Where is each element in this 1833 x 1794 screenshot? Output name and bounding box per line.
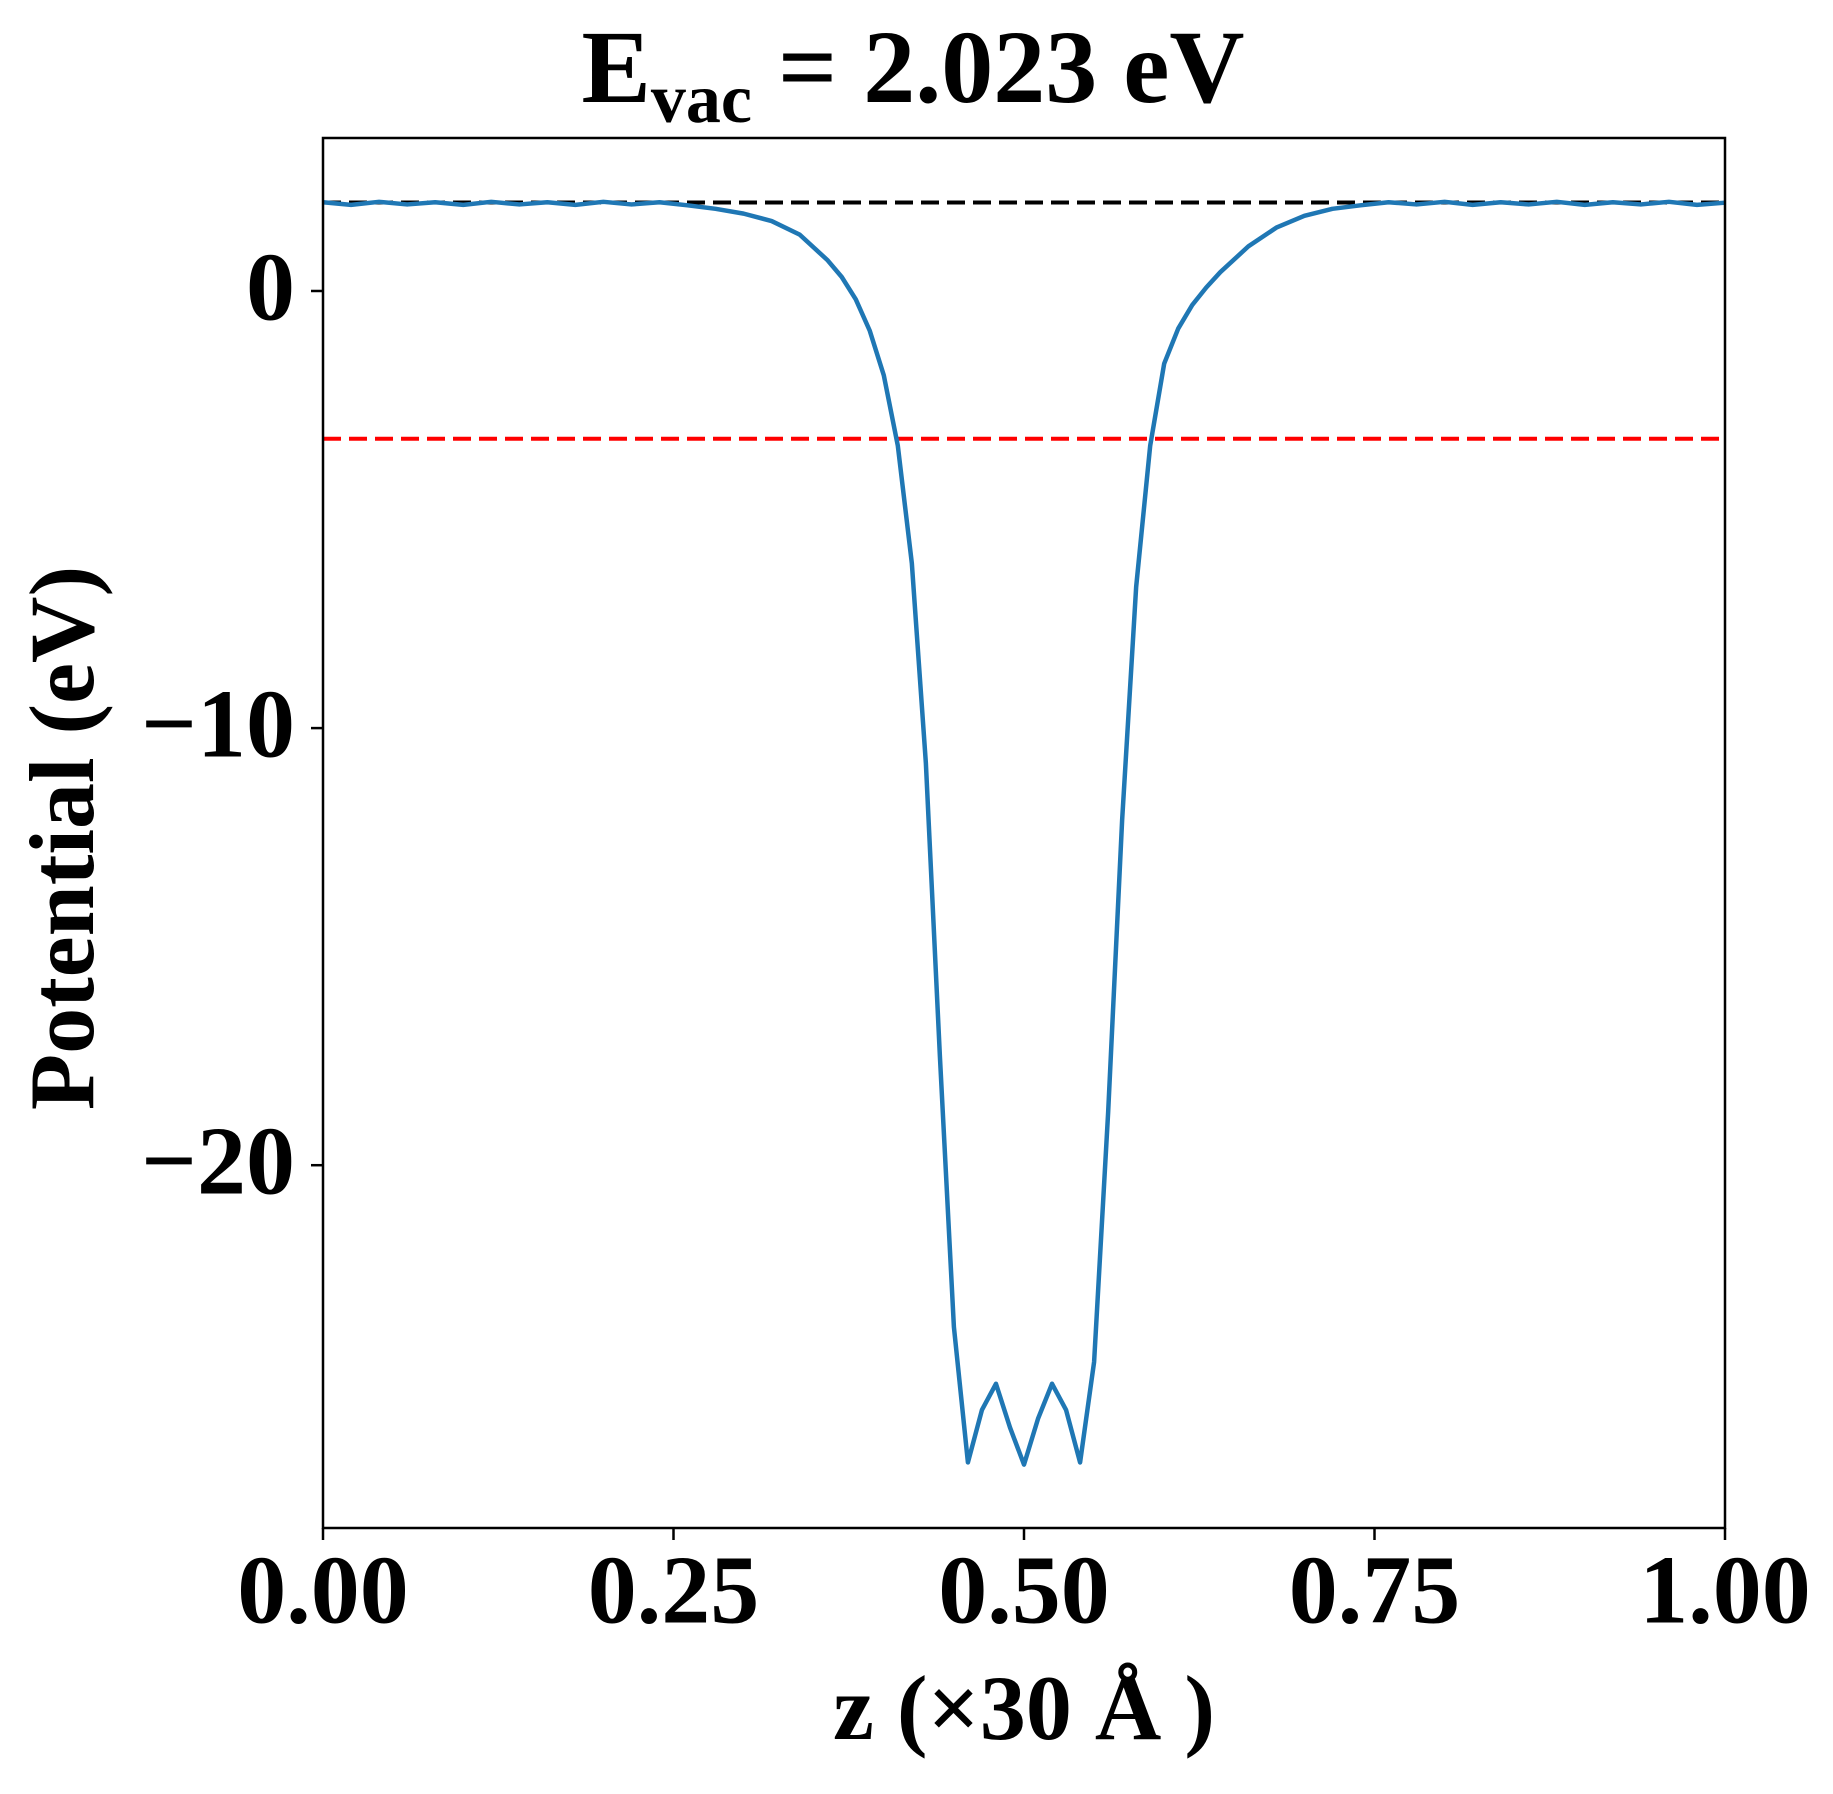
x-axis-label: z (×30 Å ) (833, 1657, 1215, 1759)
x-tick-label: 0.75 (1289, 1536, 1461, 1644)
x-tick-label: 0.25 (588, 1536, 760, 1644)
title-subscript: vac (651, 61, 752, 138)
x-tick-label: 1.00 (1639, 1536, 1811, 1644)
y-axis-label: Potential (eV) (11, 566, 113, 1110)
data-line (322, 199, 1726, 1467)
title-rest: = 2.023 eV (752, 10, 1245, 125)
x-tick-label: 0.00 (237, 1536, 409, 1644)
chart-title: Evac = 2.023 eV (582, 10, 1245, 138)
plot-frame (321, 136, 1727, 1530)
y-tick-label: −20 (141, 1108, 295, 1216)
y-tick-label: 0 (246, 233, 295, 341)
x-tick-label: 0.50 (938, 1536, 1110, 1644)
title-main: E (582, 10, 651, 125)
y-tick-label: −10 (141, 671, 295, 779)
